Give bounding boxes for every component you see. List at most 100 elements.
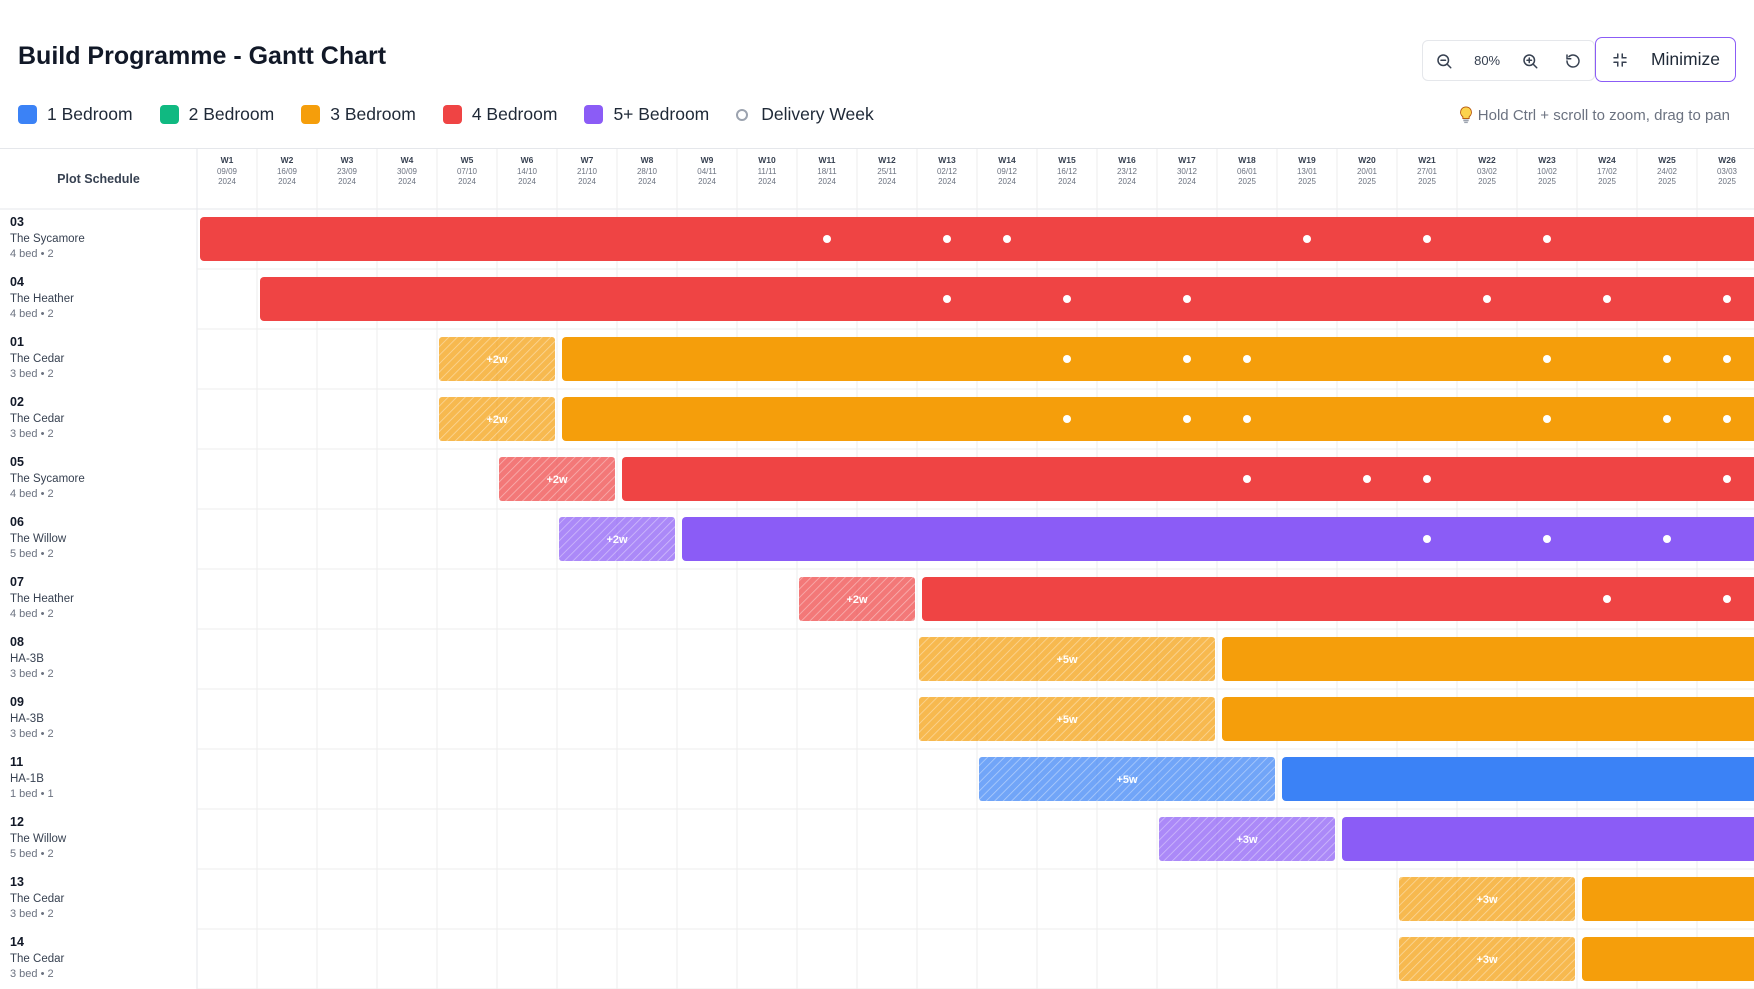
week-date: 03/03 <box>1717 167 1738 176</box>
delay-bar <box>1399 937 1575 981</box>
week-label: W18 <box>1238 155 1256 165</box>
delivery-marker <box>1663 415 1671 423</box>
build-bar <box>682 517 1754 561</box>
plot-house-type: The Willow <box>10 833 67 845</box>
plot-house-type: HA-3B <box>10 713 44 725</box>
delivery-marker <box>1723 415 1731 423</box>
reset-icon[interactable] <box>1560 48 1586 74</box>
zoom-in-icon[interactable] <box>1517 48 1543 74</box>
delay-bar <box>439 397 555 441</box>
week-label: W15 <box>1058 155 1076 165</box>
week-year: 2024 <box>398 177 416 186</box>
plot-number: 11 <box>10 755 23 769</box>
build-bar <box>1282 757 1754 801</box>
week-year: 2024 <box>458 177 476 186</box>
week-year: 2025 <box>1298 177 1316 186</box>
delivery-marker <box>1183 355 1191 363</box>
build-bar <box>1222 637 1754 681</box>
zoom-out-icon[interactable] <box>1431 48 1457 74</box>
week-date: 11/11 <box>758 167 777 176</box>
plot-house-type: The Willow <box>10 533 67 545</box>
week-date: 09/12 <box>997 167 1018 176</box>
week-label: W22 <box>1478 155 1496 165</box>
plot-number: 14 <box>10 935 24 949</box>
delivery-marker <box>1543 535 1551 543</box>
week-label: W12 <box>878 155 896 165</box>
delivery-marker <box>1543 355 1551 363</box>
legend-label: 4 Bedroom <box>471 104 558 124</box>
plot-number: 05 <box>10 455 24 469</box>
delay-label: +3w <box>1236 834 1258 846</box>
week-date: 30/09 <box>397 167 418 176</box>
week-date: 16/12 <box>1057 167 1078 176</box>
week-label: W16 <box>1118 155 1136 165</box>
legend-label: 1 Bedroom <box>47 104 133 124</box>
delivery-marker <box>1243 415 1251 423</box>
delivery-marker <box>1063 415 1071 423</box>
week-date: 14/10 <box>517 167 538 176</box>
week-label: W20 <box>1358 155 1376 165</box>
build-bar <box>622 457 1754 501</box>
delay-bar <box>979 757 1275 801</box>
week-year: 2024 <box>938 177 956 186</box>
delivery-marker <box>1183 295 1191 303</box>
plot-number: 03 <box>10 215 24 229</box>
plot-house-type: The Cedar <box>10 413 65 425</box>
plot-number: 13 <box>10 875 24 889</box>
delay-label: +5w <box>1056 654 1078 666</box>
week-label: W21 <box>1418 155 1436 165</box>
week-year: 2024 <box>638 177 656 186</box>
week-year: 2024 <box>818 177 836 186</box>
plot-number: 06 <box>10 515 24 529</box>
week-date: 23/12 <box>1117 167 1138 176</box>
delivery-marker <box>1723 355 1731 363</box>
delay-label: +3w <box>1476 954 1498 966</box>
delivery-marker <box>1243 475 1251 483</box>
week-year: 2025 <box>1478 177 1496 186</box>
gantt-chart[interactable]: Plot Schedule W1 09/09 2024 W2 16/09 2024 W3 23/… <box>0 148 1754 989</box>
build-bar <box>1582 937 1754 981</box>
week-year: 2024 <box>1178 177 1196 186</box>
build-bar <box>1582 877 1754 921</box>
week-year: 2025 <box>1418 177 1436 186</box>
week-year: 2024 <box>758 177 776 186</box>
plot-meta: 4 bed • 2 <box>10 488 54 500</box>
week-year: 2025 <box>1538 177 1556 186</box>
plot-number: 08 <box>10 635 24 649</box>
delivery-marker <box>1723 595 1731 603</box>
week-date: 06/01 <box>1237 167 1258 176</box>
delivery-marker <box>1543 235 1551 243</box>
legend-label: 5+ Bedroom <box>613 104 710 124</box>
delay-label: +2w <box>546 474 568 486</box>
minimize-button[interactable]: Minimize <box>1595 37 1736 82</box>
week-date: 07/10 <box>457 167 478 176</box>
build-bar <box>260 277 1754 321</box>
build-bar <box>1222 697 1754 741</box>
week-label: W8 <box>641 155 654 165</box>
week-label: W10 <box>758 155 776 165</box>
legend-item-2-bedroom: 2 Bedroom <box>159 104 274 125</box>
plot-meta: 4 bed • 2 <box>10 308 54 320</box>
delivery-marker <box>1423 475 1431 483</box>
delivery-marker <box>1543 415 1551 423</box>
plot-house-type: The Heather <box>10 593 74 605</box>
legend-swatch <box>18 105 37 124</box>
delivery-marker <box>1423 235 1431 243</box>
legend-swatch <box>301 105 321 124</box>
plot-meta: 3 bed • 2 <box>10 668 54 680</box>
delivery-marker <box>1063 295 1071 303</box>
delay-bar <box>919 697 1215 741</box>
zoom-controls: 80% <box>1422 40 1595 81</box>
delay-label: +2w <box>486 414 508 426</box>
week-date: 18/11 <box>817 167 837 176</box>
plot-meta: 3 bed • 2 <box>10 968 54 980</box>
week-label: W23 <box>1538 155 1556 165</box>
week-label: W25 <box>1658 155 1676 165</box>
lightbulb-icon <box>1459 106 1472 124</box>
week-date: 23/09 <box>337 167 358 176</box>
delay-label: +2w <box>486 354 508 366</box>
plot-meta: 4 bed • 2 <box>10 248 54 260</box>
week-year: 2024 <box>878 177 896 186</box>
delay-bar <box>919 637 1215 681</box>
delivery-marker <box>1243 355 1251 363</box>
